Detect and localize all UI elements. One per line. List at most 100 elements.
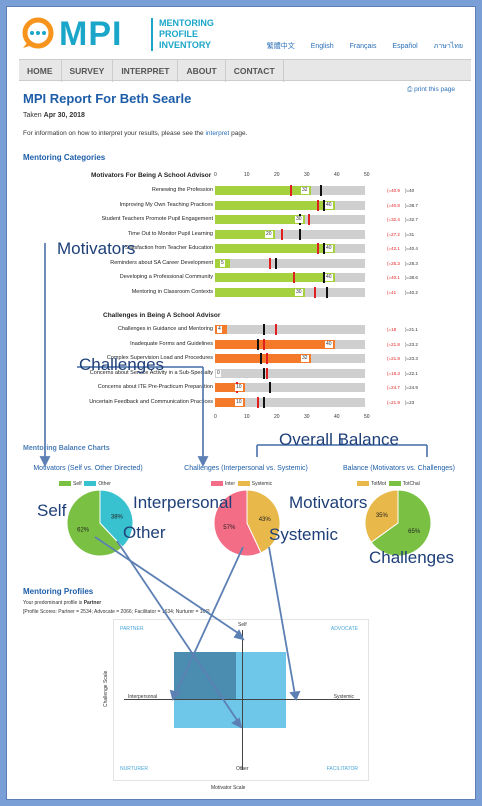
bar-value: 30	[295, 288, 303, 296]
logo-wordmark[interactable]: MPI	[59, 15, 123, 53]
bar-mean-2: )=23.2	[405, 341, 418, 347]
bar-mean-2: )=24.9	[405, 385, 418, 390]
legend-swatch	[357, 481, 369, 487]
legend-label: TotChal	[402, 481, 420, 487]
annotation-challenges-balance: Challenges	[369, 548, 455, 567]
printer-icon: ⎙	[407, 86, 413, 93]
axis-bottom-label: Other	[236, 766, 249, 772]
legend-label: Inter	[225, 481, 236, 487]
categories.motivators-bar-row: Mentoring in Classroom Contexts 30 (=41 …	[7, 286, 475, 299]
axis-tick-label: 0	[214, 414, 217, 420]
print-link[interactable]: ⎙ print this page	[407, 86, 455, 94]
average-marker-red	[275, 324, 277, 335]
bar-value: 40	[325, 274, 333, 281]
speech-bubble-logo-icon	[22, 17, 54, 49]
bar-track: 40	[215, 243, 365, 254]
categories.motivators-bar-row: Reminders about SA Career Development 5 …	[7, 257, 475, 270]
pie-slice-label: 57%	[223, 525, 236, 531]
predominant-prefix: Your predominant profile is	[23, 600, 83, 606]
pie-slice-label: 62%	[77, 528, 90, 534]
interpret-link[interactable]: interpret	[205, 130, 230, 137]
quadrant-facilitator-area	[236, 700, 286, 728]
bar-label: Concerns about Service Activity in a Sub…	[89, 369, 213, 376]
legend-swatch	[211, 481, 223, 487]
legend-label: Systemic	[251, 481, 273, 487]
bar-fill	[215, 273, 335, 282]
categories.motivators-bar-row: Satisfaction from Teacher Education 40 (…	[7, 243, 475, 255]
categories.challenges-bar-row: Concerns about ITE Pre-Practicum Prepara…	[7, 382, 475, 394]
bar-label: Developing a Professional Community	[119, 274, 213, 280]
bar-mean-1: (=25.3	[387, 260, 400, 266]
motivators-axis: 0 10 20 30 40 50	[214, 172, 375, 180]
pie-slice-label: 35%	[376, 513, 389, 519]
taken-date-value: Apr 30, 2018	[43, 112, 85, 119]
bar-value: 40	[325, 340, 333, 348]
pie-slice-label: 43%	[259, 517, 272, 523]
nav-contact[interactable]: CONTACT	[226, 60, 284, 82]
bar-mean-2: )=22.1	[405, 370, 418, 376]
bar-mean-1: (=21.9	[387, 399, 400, 405]
bar-mean-1: (=21.8	[387, 341, 400, 347]
axis-top-label: Self	[238, 622, 247, 628]
nav-interpret[interactable]: INTERPRET	[113, 60, 179, 82]
bar-track: 10	[215, 382, 365, 393]
bar-value: 4	[217, 326, 222, 333]
legend-label: Other	[98, 481, 111, 487]
legend-label: Self	[73, 481, 82, 487]
categories.motivators-bar-row: Developing a Professional Community 40 (…	[7, 272, 475, 284]
average-marker-black	[260, 353, 262, 364]
nav-survey[interactable]: SURVEY	[62, 60, 114, 82]
logo-subtitle-line: MENTORING	[159, 18, 214, 28]
profile-quadrant-chart: PARTNER ADVOCATE NURTURER FACILITATOR Se…	[113, 619, 369, 781]
axis-tick-label: 10	[244, 172, 250, 178]
axis-tick-label: 30	[304, 172, 310, 178]
categories.motivators-bar-row: Student Teachers Promote Pupil Engagemen…	[7, 214, 475, 226]
axis-tick-label: 40	[334, 414, 340, 420]
bar-track: 32	[215, 353, 365, 364]
axis-tick-label: 30	[304, 414, 310, 420]
average-marker-red	[266, 353, 268, 364]
lang-link-zh[interactable]: 繁體中文	[266, 43, 295, 50]
bar-label: Mentoring in Classroom Contexts	[131, 288, 213, 295]
axis-tick-label: 20	[274, 172, 280, 178]
average-marker-red	[290, 185, 292, 196]
print-link-label[interactable]: print this page	[414, 86, 455, 93]
axis-tick-label: 50	[364, 172, 370, 178]
legend-label: TotMot	[371, 481, 387, 487]
lang-link-es[interactable]: Español	[392, 43, 418, 50]
nav-about[interactable]: ABOUT	[178, 60, 226, 82]
legend-swatch	[237, 481, 250, 487]
categories.challenges-bar-row: Uncertain Feedback and Communication Pra…	[7, 396, 475, 409]
average-marker-red	[314, 286, 316, 298]
bar-mean-2: )=23.3	[405, 356, 418, 361]
lang-link-th[interactable]: ภาษาไทย	[433, 43, 463, 50]
bar-label: Satisfaction from Teacher Education	[125, 245, 213, 251]
bar-mean-1: (=32.4	[387, 217, 400, 222]
annotation-motivators-balance: Motivators	[289, 493, 368, 512]
logo-subtitle-line: INVENTORY	[159, 40, 212, 50]
pie-slice	[364, 489, 399, 544]
average-marker-black	[323, 199, 325, 211]
bar-mean-1: (=42.1	[387, 246, 400, 251]
annotation-challenges: Challenges	[79, 355, 165, 374]
bar-mean-2: )=23	[405, 399, 415, 405]
average-marker-black	[263, 396, 265, 408]
logo-subtitle: MENTORING PROFILE INVENTORY	[151, 18, 214, 51]
nav-home[interactable]: HOME	[19, 60, 62, 82]
bar-fill	[215, 287, 305, 297]
chart-legend: TotMot TotChal	[357, 481, 420, 487]
categories.challenges-bar-row: Concerns about Service Activity in a Sub…	[7, 367, 475, 380]
average-marker-black	[263, 367, 265, 379]
average-marker-red	[269, 257, 271, 269]
bar-value: 40	[325, 245, 333, 252]
profiles-heading: Mentoring Profiles	[23, 587, 94, 596]
bar-fill	[215, 383, 245, 392]
bar-track: 32	[215, 185, 365, 196]
bar-mean-1: (=21.8	[387, 356, 400, 361]
predominant-value: Partner	[83, 600, 102, 606]
lang-link-fr[interactable]: Français	[349, 43, 377, 50]
lang-link-en[interactable]: English	[310, 43, 334, 50]
legend-swatch	[388, 481, 401, 487]
taken-prefix: Taken	[23, 112, 42, 119]
bar-label: Complex Supervision Load and Procedures	[106, 355, 213, 361]
